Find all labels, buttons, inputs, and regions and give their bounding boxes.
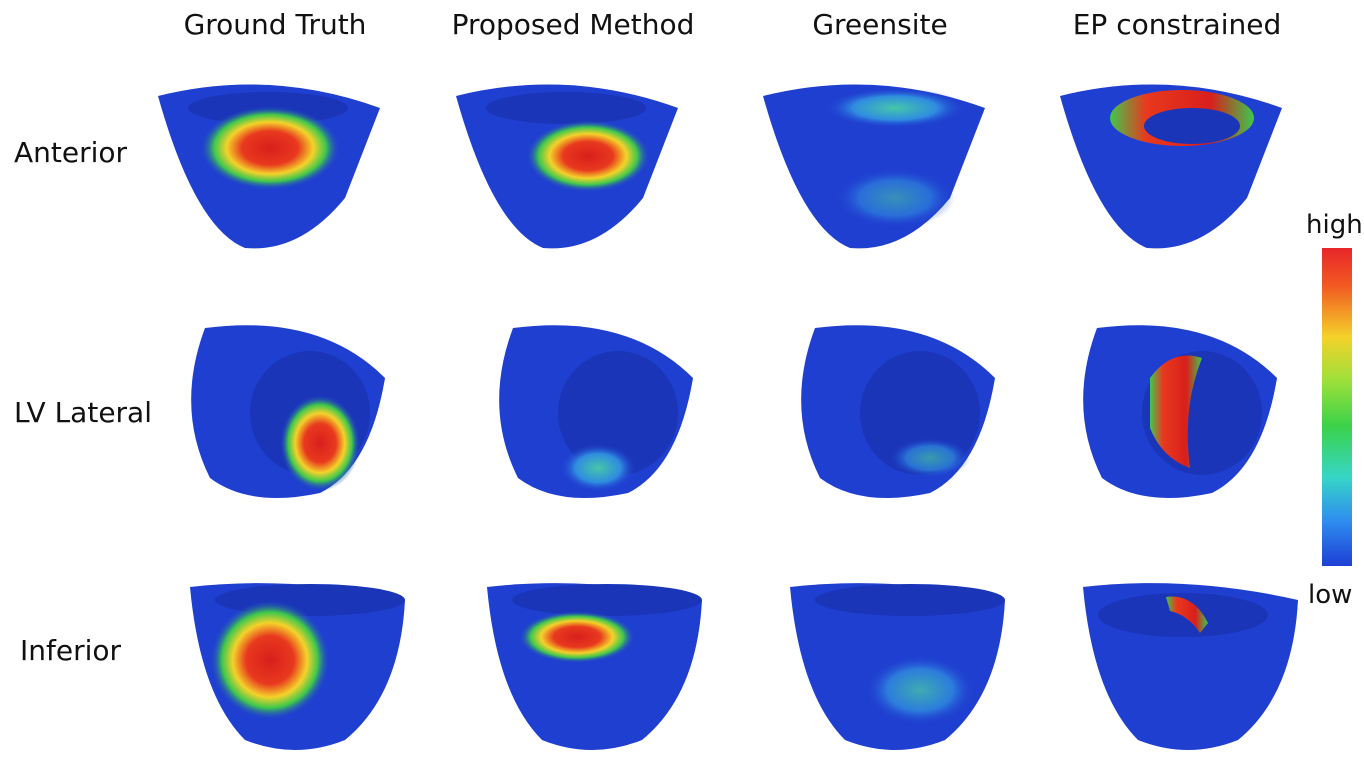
- heart-lv-lateral-ep-constrained: [1062, 318, 1322, 518]
- heart-lv-lateral-ground-truth: [170, 318, 430, 518]
- heart-lv-lateral-proposed-method: [478, 318, 738, 518]
- heart-anterior-greensite: [755, 68, 1015, 268]
- column-title-ground-truth: Ground Truth: [183, 8, 367, 41]
- heart-inferior-greensite: [785, 575, 1045, 775]
- colorbar-high-label: high: [1306, 210, 1363, 240]
- column-title-greensite: Greensite: [812, 8, 948, 41]
- heart-inferior-ground-truth: [185, 575, 445, 775]
- heart-anterior-ground-truth: [150, 68, 410, 268]
- colorbar: [1322, 248, 1352, 566]
- column-title-proposed-method: Proposed Method: [451, 8, 695, 41]
- row-label-inferior: Inferior: [20, 634, 122, 667]
- heart-inferior-proposed-method: [482, 575, 742, 775]
- column-title-ep-constrained: EP constrained: [1072, 8, 1282, 41]
- heart-inferior-ep-constrained: [1078, 575, 1338, 775]
- heart-anterior-ep-constrained: [1052, 68, 1312, 268]
- colorbar-low-label: low: [1308, 580, 1353, 610]
- heart-anterior-proposed-method: [448, 68, 708, 268]
- row-label-anterior: Anterior: [14, 136, 128, 169]
- heart-lv-lateral-greensite: [780, 318, 1040, 518]
- row-label-lv-lateral: LV Lateral: [14, 396, 152, 429]
